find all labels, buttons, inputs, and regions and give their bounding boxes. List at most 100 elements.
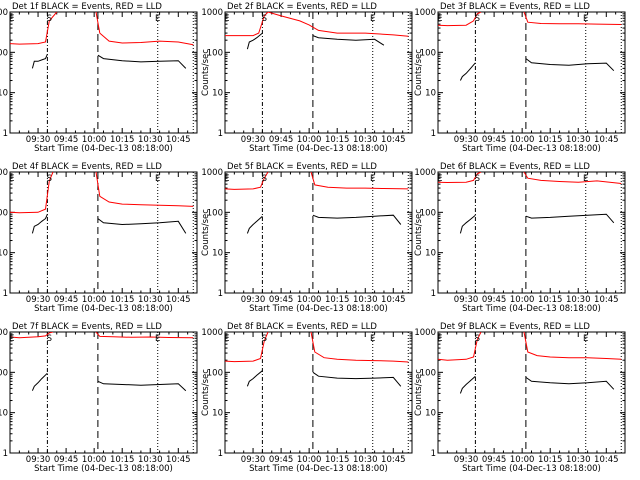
x-tick-label: 10:00 [82,135,107,145]
x-tick-label: 10:30 [138,295,163,305]
plot-frame [437,171,626,294]
x-tick-label: 10:45 [381,135,406,145]
interval-marker-label: S [262,174,267,184]
x-tick-label: 10:45 [594,455,619,465]
events-series [31,214,48,234]
interval-marker-label: S [47,174,52,184]
interval-marker-label: S [47,334,52,344]
x-tick-label: 09:30 [26,455,51,465]
x-tick-label: 10:00 [510,295,535,305]
x-tick-label: 10:30 [566,455,591,465]
interval-marker-label: E [9,174,14,184]
x-tick-label: 10:00 [510,455,535,465]
interval-marker-label: S [262,334,267,344]
y-tick-label: 100 [0,368,8,378]
lld-series [10,172,54,214]
events-series [312,371,402,387]
y-axis-label: Counts/sec [414,49,424,96]
x-tick-label: 09:45 [54,135,79,145]
detector-panel: Det 7f BLACK = Events, RED = LLD 1 10 100 10… [0,322,198,474]
y-tick-label: 1 [3,289,8,299]
y-tick-label: 1 [431,129,436,139]
y-tick-label: 100 [207,208,223,218]
y-tick-label: 10 [212,409,223,419]
detector-panel: Det 9f BLACK = Events, RED = LLD 1 10 100 10… [414,322,626,474]
lld-series [10,332,54,339]
x-tick-label: 10:30 [566,135,591,145]
lld-series [225,332,269,363]
x-tick-label: 09:30 [454,295,479,305]
x-tick-label: 10:45 [166,455,191,465]
x-tick-label: 09:45 [54,295,79,305]
y-tick-label: 100 [207,48,223,58]
x-tick-label: 09:45 [54,455,79,465]
x-tick-label: 10:45 [594,295,619,305]
interval-marker-label: E [583,334,588,344]
y-tick-label: 1 [431,449,436,459]
events-series [246,370,263,387]
interval-marker-label: E [224,14,229,24]
x-tick-label: 10:30 [138,135,163,145]
y-tick-label: 100 [420,208,436,218]
interval-marker-label: E [583,14,588,24]
lld-series [95,332,194,339]
y-axis-label: Counts/sec [414,369,424,416]
x-tick-label: 09:45 [482,135,507,145]
events-series [97,54,187,69]
panel-title: Det 8f BLACK = Events, RED = LLD [227,322,377,332]
interval-marker-label: S [475,174,480,184]
y-tick-label: 1 [218,449,223,459]
x-axis-label: Start Time (04-Dec-13 08:18:00) [34,304,173,314]
x-tick-label: 09:30 [241,135,266,145]
x-tick-label: 09:30 [26,295,51,305]
interval-marker-label: E [437,174,442,184]
y-tick-label: 10 [212,89,223,99]
x-tick-label: 10:15 [110,455,135,465]
x-axis-label: Start Time (04-Dec-13 08:18:00) [249,144,388,154]
x-tick-label: 10:15 [538,295,563,305]
events-series [312,214,402,225]
detector-panel: Det 1f BLACK = Events, RED = LLD 1 10 100 10… [0,2,198,154]
y-tick-label: 10 [425,409,436,419]
y-tick-label: 100 [0,208,8,218]
interval-marker-label: S [262,14,267,24]
lld-series [267,12,409,37]
x-tick-label: 10:30 [353,295,378,305]
interval-marker-label: E [9,14,14,24]
x-tick-label: 09:45 [482,455,507,465]
events-series [459,214,476,234]
x-tick-label: 09:30 [241,455,266,465]
x-tick-label: 10:30 [353,135,378,145]
lld-series [225,172,269,190]
x-tick-label: 10:15 [110,295,135,305]
y-tick-label: 1000 [0,328,8,338]
interval-marker-label: E [583,174,588,184]
interval-marker-label: E [224,334,229,344]
panel-title: Det 1f BLACK = Events, RED = LLD [12,2,162,12]
plot-frame [224,331,413,454]
x-tick-label: 10:15 [325,135,350,145]
events-series [246,215,263,234]
detector-panel: Det 8f BLACK = Events, RED = LLD 1 10 100 10… [201,322,413,474]
interval-marker-label: E [437,334,442,344]
y-tick-label: 100 [207,368,223,378]
x-axis-label: Start Time (04-Dec-13 08:18:00) [34,144,173,154]
events-series [97,380,187,392]
detector-panel: Det 3f BLACK = Events, RED = LLD 1 10 100 10… [414,2,626,154]
y-tick-label: 100 [0,48,8,58]
interval-marker-label: E [370,174,375,184]
x-axis-label: Start Time (04-Dec-13 08:18:00) [34,464,173,474]
y-tick-label: 1000 [414,168,436,178]
events-series [525,376,615,390]
interval-marker-label: E [370,14,375,24]
x-tick-label: 09:30 [26,135,51,145]
x-axis-label: Start Time (04-Dec-13 08:18:00) [462,304,601,314]
x-tick-label: 10:15 [325,295,350,305]
lld-series [438,172,482,184]
y-axis-label: Counts/sec [201,209,211,256]
detector-panel: Det 2f BLACK = Events, RED = LLD 1 10 100 10… [201,2,413,154]
interval-marker-label: S [475,14,480,24]
panel-title: Det 5f BLACK = Events, RED = LLD [227,162,377,172]
lld-series [10,12,58,45]
